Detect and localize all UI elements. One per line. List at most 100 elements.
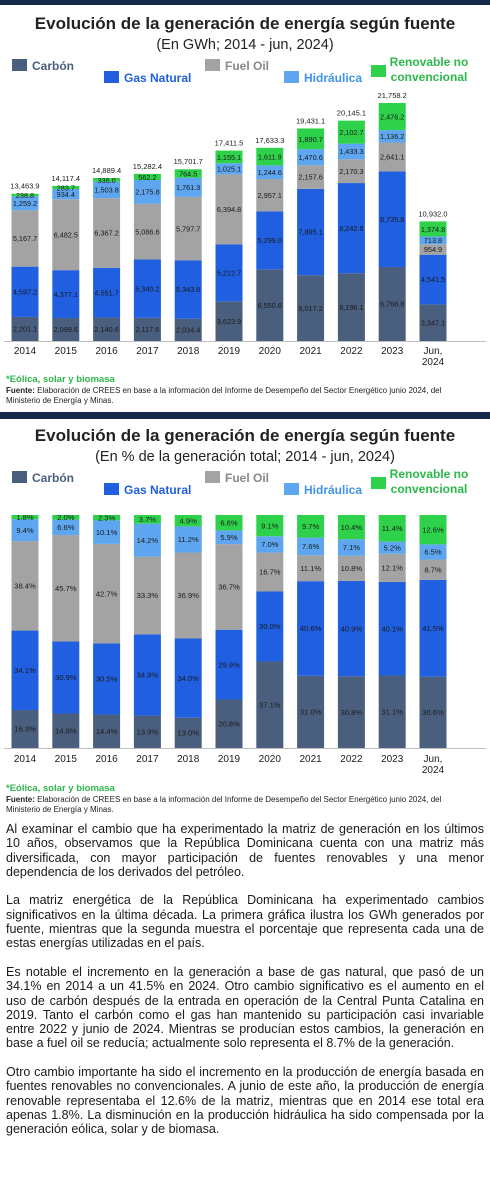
legend-carbon-label: Carbón (32, 471, 74, 485)
data-label: 6,768.8 (380, 300, 404, 309)
bar-segment (52, 189, 80, 200)
data-label: 1,025.1 (217, 164, 241, 173)
data-label: 40.9% (341, 624, 363, 633)
data-label: 8,242.8 (339, 224, 363, 233)
data-label: 2,099.6 (54, 325, 78, 334)
bar-segment (256, 211, 284, 270)
data-label: 1,761.3 (176, 183, 200, 192)
chart2-note: *Eólica, solar y biomasa (6, 783, 115, 794)
bar-segment (11, 519, 39, 542)
data-label: 9.1% (261, 521, 279, 530)
bar-segment (215, 699, 243, 748)
total-label: 10,932.0 (418, 209, 447, 218)
bar-segment (215, 301, 243, 341)
bar-segment (297, 188, 325, 276)
chart2-percent-stacked-bar: Carbón Gas Natural Fuel Oil Hidráulica Renov… (4, 467, 486, 776)
data-label: 14.4% (96, 727, 118, 736)
chart2-source: Fuente: Elaboración de CREES en base a l… (6, 795, 476, 814)
data-label: 6,017.2 (298, 304, 322, 313)
bar-segment (133, 634, 161, 716)
bar-segment (52, 535, 80, 642)
data-label: 954.9 (424, 245, 442, 254)
data-label: 4,551.7 (94, 288, 118, 297)
data-label: 6,482.5 (54, 230, 78, 239)
data-label: 29.9% (218, 660, 240, 669)
legend-hidraulica-swatch (284, 71, 299, 83)
data-label: 934.4 (57, 190, 75, 199)
category-label: 2017 (136, 754, 159, 765)
bar-segment (133, 556, 161, 635)
legend-hidraulica-label: Hidráulica (304, 483, 362, 497)
category-label: 2014 (14, 346, 37, 357)
bar-segment (133, 259, 161, 318)
bar-segment (378, 142, 406, 172)
bar-segment (378, 103, 406, 131)
data-label: 1,470.6 (298, 153, 322, 162)
bar-segment (419, 244, 447, 255)
bar-segment (215, 244, 243, 302)
chart2-subtitle: (En % de la generación total; 2014 - jun… (95, 449, 395, 465)
data-label: 5,299.0 (258, 236, 282, 245)
data-label: 16.3% (14, 725, 36, 734)
bar-segment (174, 552, 202, 639)
data-label: 2,157.6 (298, 173, 322, 182)
data-label: 2,140.6 (94, 325, 118, 334)
total-label: 17,633.3 (255, 136, 284, 145)
data-label: 38.4% (14, 582, 36, 591)
legend-renovable-swatch (371, 477, 386, 489)
bar-segment (419, 221, 447, 237)
data-label: 713.8 (424, 236, 442, 245)
data-label: 8.7% (424, 565, 442, 574)
bar-segment (11, 196, 39, 211)
bar-segment (11, 210, 39, 267)
data-label: 1,136.2 (380, 132, 404, 141)
category-label: 2021 (299, 346, 322, 357)
bar-segment (93, 543, 121, 644)
data-label: 36.9% (177, 591, 199, 600)
category-label: 2016 (95, 346, 118, 357)
chart1-title: Evolución de la generación de energía se… (34, 14, 456, 33)
data-label: 7.6% (302, 542, 320, 551)
bar-segment (133, 515, 161, 524)
data-label: 2,175.8 (135, 188, 159, 197)
bar-segment (297, 275, 325, 341)
bar-segment (133, 179, 161, 204)
data-label: 1.8% (16, 513, 34, 522)
bar-segment (337, 159, 365, 184)
bar-segment (174, 318, 202, 341)
data-label: 283.7 (57, 183, 75, 192)
data-label: 2,170.3 (339, 167, 363, 176)
bar-segment (11, 193, 39, 197)
data-label: 16.7% (259, 568, 281, 577)
bar-segment (11, 710, 39, 748)
bar-segment (419, 579, 447, 677)
data-label: 1,890.7 (298, 135, 322, 144)
data-label: 336.0 (97, 176, 115, 185)
data-label: 5,343.8 (176, 285, 200, 294)
total-label: 13,463.9 (10, 182, 39, 191)
bar-segment (52, 270, 80, 319)
bar-segment (297, 675, 325, 748)
bar-segment (419, 236, 447, 245)
bar-segment (174, 638, 202, 718)
data-label: 2.0% (57, 513, 75, 522)
data-label: 5,212.7 (217, 269, 241, 278)
category-label: 2022 (340, 754, 363, 765)
legend-carbon-swatch (12, 471, 27, 483)
legend-renovable-label: Renovable no (390, 467, 469, 481)
bar-segment (11, 541, 39, 631)
data-label: 1,259.2 (13, 199, 37, 208)
chart1-source: Fuente: Elaboración de CREES en base a l… (6, 386, 476, 405)
legend-carbon-swatch (12, 59, 27, 71)
bar-segment (378, 581, 406, 676)
bar-segment (256, 179, 284, 212)
data-label: 4,597.2 (13, 287, 37, 296)
bar-segment (297, 165, 325, 189)
bar-segment (52, 185, 80, 190)
bar-segment (256, 536, 284, 553)
total-label: 14,889.4 (92, 166, 121, 175)
data-label: 30.6% (422, 708, 444, 717)
category-label: Jun, (424, 754, 443, 765)
legend-gas-natural-swatch (104, 483, 119, 495)
data-label: 34.0% (177, 674, 199, 683)
